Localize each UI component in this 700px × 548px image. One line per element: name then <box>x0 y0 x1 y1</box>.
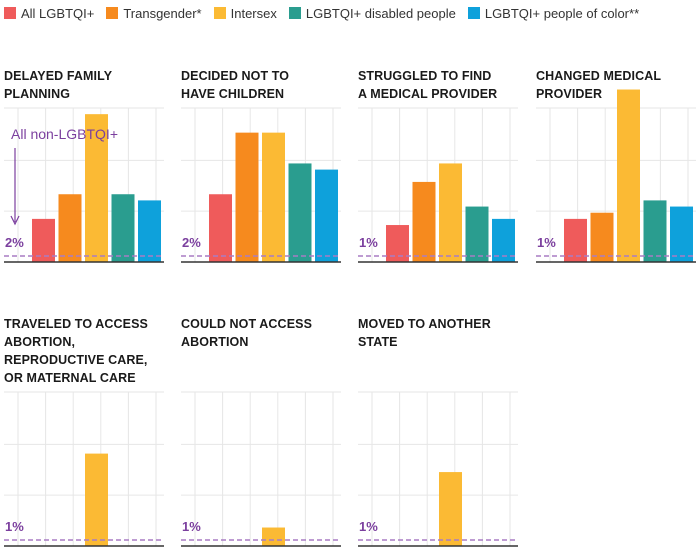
panel-title: CHANGED MEDICAL PROVIDER <box>536 67 661 103</box>
bar <box>590 212 614 262</box>
panel-title: COULD NOT ACCESS ABORTION <box>181 315 312 351</box>
bar <box>643 200 667 262</box>
panel-title-line: DECIDED NOT TO <box>181 69 290 83</box>
baseline-label: 1% <box>182 519 201 534</box>
chart-panel: 2% <box>181 107 341 263</box>
chart-panel: 1% <box>358 391 518 547</box>
bar <box>315 169 338 262</box>
panel-title: DELAYED FAMILY PLANNING <box>4 67 112 103</box>
bar <box>85 453 108 546</box>
panel-title-line: A MEDICAL PROVIDER <box>358 87 498 101</box>
panel-title: TRAVELED TO ACCESS ABORTION, REPRODUCTIVE … <box>4 315 148 387</box>
legend-label: LGBTQI+ disabled people <box>305 5 456 21</box>
bar <box>111 194 135 262</box>
baseline-label: 2% <box>5 235 24 250</box>
panel-title-line: MOVED TO ANOTHER <box>358 317 491 331</box>
legend-item: Transgender* <box>106 5 202 21</box>
bar <box>386 225 409 262</box>
panel-title-line: ABORTION <box>181 335 249 349</box>
panel-title: MOVED TO ANOTHER STATE <box>358 315 491 351</box>
panel-title-line: TRAVELED TO ACCESS <box>4 317 148 331</box>
bar <box>262 132 285 262</box>
legend-label: All LGBTQI+ <box>21 5 95 21</box>
legend-item: All LGBTQI+ <box>4 6 94 21</box>
panel-title-line: HAVE CHILDREN <box>181 87 285 101</box>
legend-label: Intersex <box>230 5 277 21</box>
bar <box>288 163 312 262</box>
legend-swatch <box>213 7 226 19</box>
bar <box>564 218 587 262</box>
chart-panel: 1% <box>181 391 341 547</box>
baseline-label: 1% <box>5 519 24 534</box>
annotation-arrowhead-icon <box>10 215 20 226</box>
bar <box>439 163 462 262</box>
panel-title-line: DELAYED FAMILY <box>4 69 113 83</box>
bar <box>262 527 285 546</box>
bar <box>138 200 161 262</box>
bar <box>670 206 693 262</box>
annotation-text: All non-LGBTQI+ <box>11 126 118 142</box>
bar <box>32 218 55 262</box>
legend-item: LGBTQI+ disabled people <box>288 5 456 21</box>
baseline-label: 2% <box>182 235 201 250</box>
panel-title-line: STATE <box>358 335 398 349</box>
bar <box>412 181 436 262</box>
bar <box>492 218 515 262</box>
panel-title-line: REPRODUCTIVE CARE, <box>4 353 148 367</box>
panel-title-line: PLANNING <box>4 87 71 101</box>
panel-title: STRUGGLED TO FIND A MEDICAL PROVIDER <box>358 67 497 103</box>
bar <box>58 194 82 262</box>
panel-title-line: CHANGED MEDICAL <box>536 69 662 83</box>
baseline-label: 1% <box>359 519 378 534</box>
legend-item: Intersex <box>213 5 277 21</box>
chart-panel: 2% All non-LGBTQI+ <box>4 107 164 263</box>
panel-title-line: OR MATERNAL CARE <box>4 371 136 385</box>
panel-title-line: ABORTION, <box>4 335 76 349</box>
legend-label: Transgender* <box>123 5 202 21</box>
panel-title-line: STRUGGLED TO FIND <box>358 69 492 83</box>
bar <box>465 206 489 262</box>
legend-swatch <box>467 7 480 19</box>
chart-panel: 1% <box>4 391 164 547</box>
bar <box>209 194 232 262</box>
bar <box>235 132 259 262</box>
legend-swatch <box>4 7 16 19</box>
bar <box>617 89 640 263</box>
legend-swatch <box>106 7 119 19</box>
panel-title-line: PROVIDER <box>536 87 603 101</box>
panel-title-line: COULD NOT ACCESS <box>181 317 313 331</box>
baseline-label: 1% <box>537 235 556 250</box>
legend-swatch <box>288 7 301 19</box>
legend: All LGBTQI+ Transgender* Intersex LGBTQI+ d… <box>4 4 651 22</box>
legend-label: LGBTQI+ people of color** <box>484 5 640 21</box>
panel-title: DECIDED NOT TO HAVE CHILDREN <box>181 67 289 103</box>
bar <box>85 114 108 262</box>
legend-item: LGBTQI+ people of color** <box>467 5 640 21</box>
baseline-label: 1% <box>359 235 378 250</box>
chart-panel: 1% <box>536 89 696 263</box>
bar <box>439 472 462 546</box>
chart-panel: 1% <box>358 107 518 263</box>
